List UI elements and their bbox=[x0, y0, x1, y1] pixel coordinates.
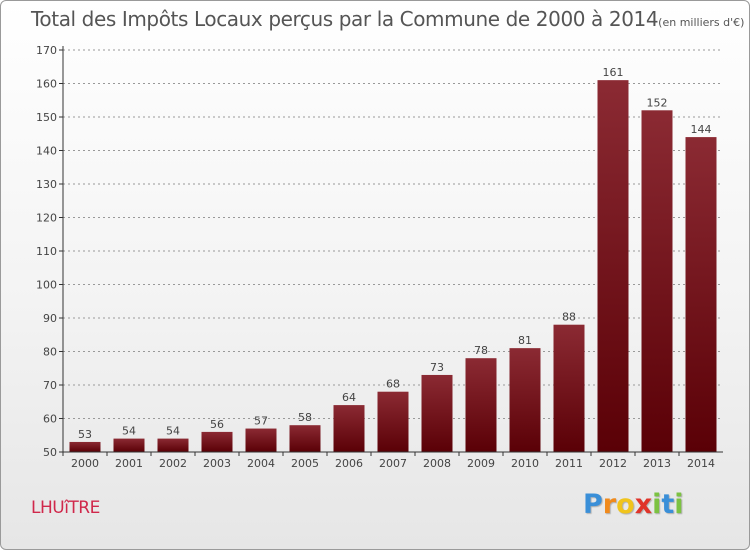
bar-value-label: 152 bbox=[647, 96, 668, 109]
y-tick-label: 100 bbox=[36, 279, 57, 292]
bar-2005 bbox=[289, 425, 321, 452]
proxiti-logo: Proxiti bbox=[583, 489, 684, 520]
x-tick-label: 2002 bbox=[159, 457, 187, 470]
bar-value-label: 53 bbox=[78, 428, 92, 441]
bar-value-label: 68 bbox=[386, 378, 400, 391]
bar-2012 bbox=[597, 80, 629, 453]
logo-letter: r bbox=[602, 489, 617, 520]
title-main: Total des Impôts Locaux perçus par la Co… bbox=[31, 7, 659, 31]
x-tick-label: 2005 bbox=[291, 457, 319, 470]
logo-letter: t bbox=[661, 489, 675, 520]
bar-value-label: 54 bbox=[122, 425, 136, 438]
y-tick-label: 170 bbox=[36, 44, 57, 57]
bar-2011 bbox=[553, 324, 585, 452]
x-tick-label: 2006 bbox=[335, 457, 363, 470]
bar-value-label: 54 bbox=[166, 425, 180, 438]
y-tick-label: 150 bbox=[36, 111, 57, 124]
bar-2000 bbox=[69, 441, 101, 452]
bar-2003 bbox=[201, 431, 233, 452]
bar-2007 bbox=[377, 391, 409, 452]
bar-2004 bbox=[245, 428, 277, 452]
logo-letter: x bbox=[634, 489, 653, 520]
x-tick-label: 2000 bbox=[71, 457, 99, 470]
y-tick-label: 130 bbox=[36, 178, 57, 191]
logo-letter: i bbox=[652, 489, 662, 520]
bar-2013 bbox=[641, 110, 673, 453]
logo-letter: o bbox=[616, 489, 635, 520]
bar-value-label: 57 bbox=[254, 415, 268, 428]
x-tick-label: 2011 bbox=[555, 457, 583, 470]
bar-value-label: 78 bbox=[474, 344, 488, 357]
bar-2009 bbox=[465, 358, 497, 452]
y-tick-label: 160 bbox=[36, 78, 57, 91]
bar-2002 bbox=[157, 438, 189, 452]
bar-value-label: 64 bbox=[342, 391, 356, 404]
bar-value-label: 56 bbox=[210, 418, 224, 431]
bar-value-label: 144 bbox=[691, 123, 712, 136]
commune-name: LHUîTRE bbox=[31, 498, 100, 518]
x-tick-label: 2014 bbox=[687, 457, 715, 470]
y-tick-label: 60 bbox=[43, 413, 57, 426]
y-tick-label: 90 bbox=[43, 312, 57, 325]
logo-letter: i bbox=[674, 489, 684, 520]
x-tick-label: 2001 bbox=[115, 457, 143, 470]
bar-value-label: 161 bbox=[603, 66, 624, 79]
bar-2001 bbox=[113, 438, 145, 452]
bar-value-label: 58 bbox=[298, 411, 312, 424]
x-tick-label: 2010 bbox=[511, 457, 539, 470]
x-tick-label: 2013 bbox=[643, 457, 671, 470]
bar-2010 bbox=[509, 348, 541, 452]
bar-value-label: 88 bbox=[562, 311, 576, 324]
bar-2006 bbox=[333, 405, 365, 452]
chart-title: Total des Impôts Locaux perçus par la Co… bbox=[31, 7, 744, 31]
bar-2008 bbox=[421, 374, 453, 452]
bar-value-label: 73 bbox=[430, 361, 444, 374]
y-tick-label: 120 bbox=[36, 212, 57, 225]
y-tick-label: 110 bbox=[36, 245, 57, 258]
x-tick-label: 2009 bbox=[467, 457, 495, 470]
title-unit: (en milliers d'€) bbox=[658, 16, 745, 29]
y-tick-label: 80 bbox=[43, 346, 57, 359]
y-tick-label: 50 bbox=[43, 446, 57, 459]
x-tick-label: 2004 bbox=[247, 457, 275, 470]
bar-value-label: 81 bbox=[518, 334, 532, 347]
y-tick-label: 70 bbox=[43, 379, 57, 392]
x-tick-label: 2008 bbox=[423, 457, 451, 470]
bar-2014 bbox=[685, 137, 717, 452]
x-tick-label: 2007 bbox=[379, 457, 407, 470]
x-tick-label: 2003 bbox=[203, 457, 231, 470]
logo-letter: P bbox=[583, 489, 603, 520]
y-tick-label: 140 bbox=[36, 145, 57, 158]
x-tick-label: 2012 bbox=[599, 457, 627, 470]
